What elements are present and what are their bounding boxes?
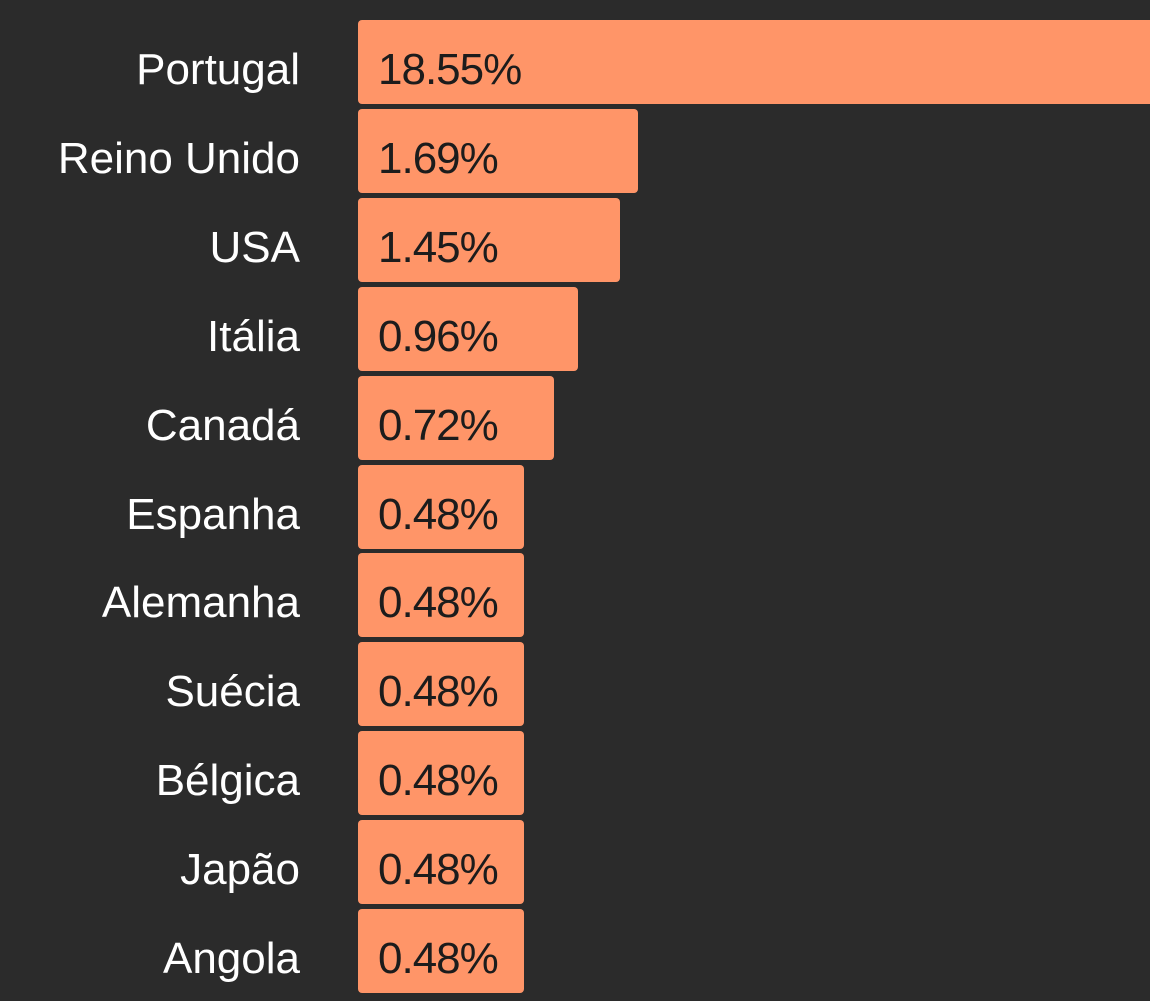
category-label: Reino Unido bbox=[57, 133, 300, 183]
category-label: Suécia bbox=[165, 667, 300, 717]
category-label: Angola bbox=[162, 934, 300, 983]
bar: 1.45% bbox=[358, 197, 621, 282]
bar: 0.48% bbox=[358, 820, 525, 905]
category-label: Portugal bbox=[136, 45, 300, 94]
bar: 0.96% bbox=[358, 286, 579, 371]
value-label: 18.55% bbox=[378, 45, 522, 94]
value-label: 0.48% bbox=[378, 489, 499, 539]
category-label: Canadá bbox=[145, 400, 300, 450]
value-label: 0.96% bbox=[378, 311, 499, 361]
value-label: 0.72% bbox=[378, 400, 499, 450]
bar: 0.48% bbox=[358, 464, 525, 549]
bar: 1.69% bbox=[358, 108, 639, 193]
bar: 0.48% bbox=[358, 553, 525, 638]
value-label: 1.45% bbox=[378, 222, 499, 272]
value-label: 0.48% bbox=[378, 756, 499, 806]
bar: 0.72% bbox=[358, 375, 554, 460]
category-label: Itália bbox=[207, 311, 300, 361]
value-label: 0.48% bbox=[378, 667, 499, 717]
value-label: 0.48% bbox=[378, 845, 499, 895]
category-label: USA bbox=[209, 222, 300, 272]
bar: 0.48% bbox=[358, 642, 525, 727]
bar: 18.55% bbox=[358, 20, 1150, 104]
category-label: Japão bbox=[180, 845, 300, 895]
category-label: Bélgica bbox=[155, 756, 300, 806]
category-label: Alemanha bbox=[101, 578, 300, 628]
bar: 0.48% bbox=[358, 909, 525, 993]
value-label: 0.48% bbox=[378, 578, 499, 628]
value-label: 1.69% bbox=[378, 133, 499, 183]
bar: 0.48% bbox=[358, 731, 525, 816]
category-label: Espanha bbox=[126, 489, 300, 539]
value-label: 0.48% bbox=[378, 934, 499, 983]
